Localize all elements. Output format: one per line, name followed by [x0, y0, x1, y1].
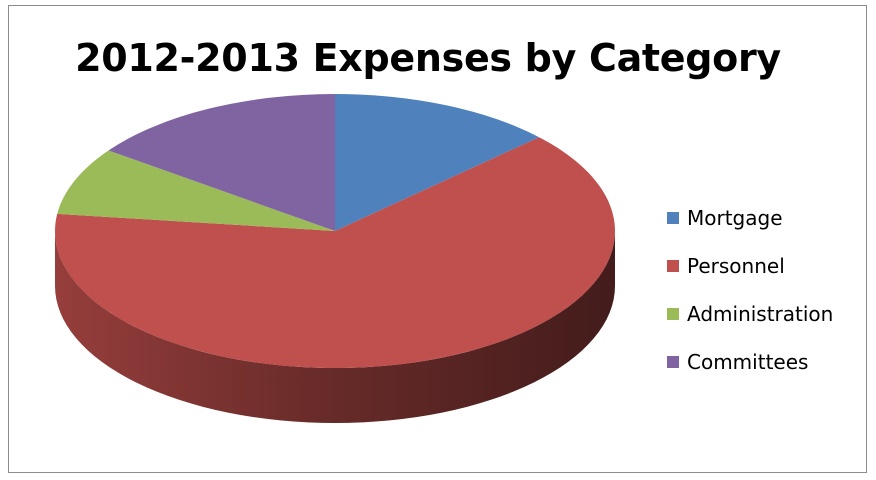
chart-area: 2012-2013 Expenses by Category Mortgage P… — [8, 5, 867, 473]
legend-item-personnel: Personnel — [667, 254, 867, 278]
legend-label: Administration — [687, 302, 834, 326]
pie-slice-committees — [108, 94, 335, 231]
legend-item-mortgage: Mortgage — [667, 206, 867, 230]
legend-swatch — [667, 212, 679, 224]
pie-slice-mortgage — [335, 94, 540, 231]
pie-slice-personnel — [55, 137, 615, 368]
legend-item-administration: Administration — [667, 302, 867, 326]
legend-swatch — [667, 260, 679, 272]
legend-item-committees: Committees — [667, 350, 867, 374]
legend-swatch — [667, 356, 679, 368]
pie-side-personnel — [55, 231, 615, 423]
chart-title: 2012-2013 Expenses by Category — [75, 36, 781, 80]
legend: Mortgage Personnel Administration Committee… — [667, 206, 867, 398]
pie-chart — [55, 94, 615, 423]
legend-label: Personnel — [687, 254, 785, 278]
legend-swatch — [667, 308, 679, 320]
legend-label: Committees — [687, 350, 809, 374]
legend-label: Mortgage — [687, 206, 783, 230]
pie-slice-administration — [57, 150, 335, 231]
